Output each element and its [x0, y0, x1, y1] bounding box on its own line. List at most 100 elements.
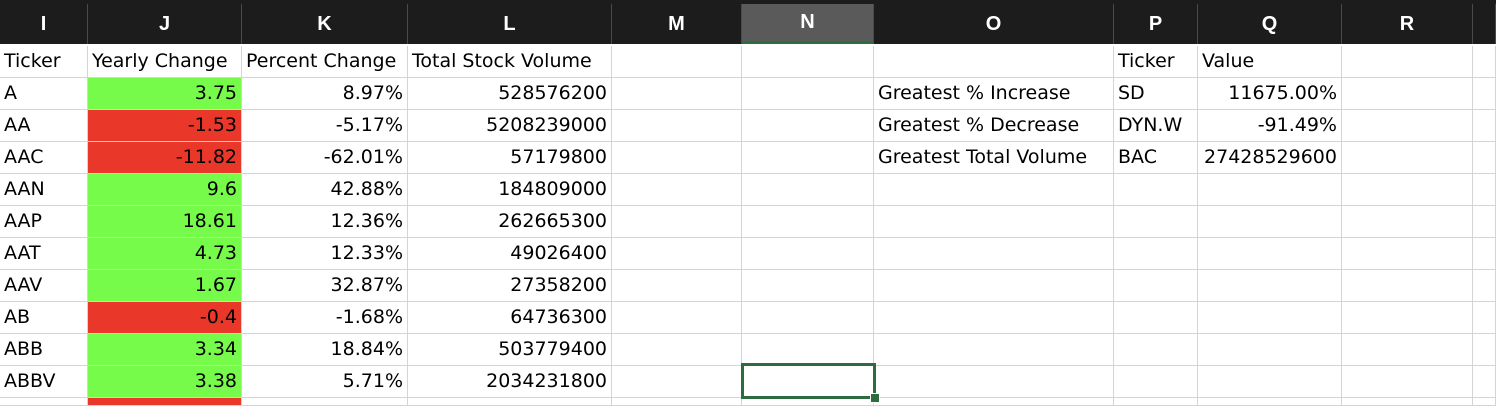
cell[interactable] [1198, 174, 1342, 206]
cell[interactable] [1342, 366, 1473, 398]
ticker-cell[interactable]: ABBV [0, 366, 88, 398]
cell[interactable] [1114, 366, 1198, 398]
cell[interactable] [1198, 238, 1342, 270]
cell[interactable] [1473, 366, 1496, 398]
cell[interactable] [742, 238, 874, 270]
cell[interactable] [0, 398, 88, 406]
cell[interactable] [1114, 334, 1198, 366]
cell[interactable] [1473, 142, 1496, 174]
cell[interactable] [874, 334, 1114, 366]
summary-label-cell[interactable]: Greatest % Decrease [874, 110, 1114, 142]
percent-change-cell[interactable]: -1.68% [242, 302, 408, 334]
percent-change-cell[interactable]: 5.71% [242, 366, 408, 398]
total-volume-cell[interactable]: 5208239000 [408, 110, 612, 142]
cell[interactable] [1114, 302, 1198, 334]
ticker-cell[interactable]: AAN [0, 174, 88, 206]
column-header-n[interactable]: N [742, 4, 874, 44]
cell[interactable] [742, 334, 874, 366]
cell[interactable] [1342, 270, 1473, 302]
ticker-cell[interactable]: AAP [0, 206, 88, 238]
total-volume-cell[interactable]: 184809000 [408, 174, 612, 206]
summary-value-cell[interactable]: 27428529600 [1198, 142, 1342, 174]
header-summary-value[interactable]: Value [1198, 46, 1342, 78]
ticker-cell[interactable]: AAT [0, 238, 88, 270]
summary-ticker-cell[interactable]: BAC [1114, 142, 1198, 174]
cell[interactable] [1198, 270, 1342, 302]
cell[interactable] [612, 206, 742, 238]
header-total-volume[interactable]: Total Stock Volume [408, 46, 612, 78]
cell[interactable] [612, 110, 742, 142]
yearly-change-cell[interactable]: -1.53 [88, 110, 242, 142]
total-volume-cell[interactable]: 27358200 [408, 270, 612, 302]
column-header-q[interactable]: Q [1198, 4, 1342, 44]
ticker-cell[interactable]: AAV [0, 270, 88, 302]
cell[interactable] [612, 398, 742, 406]
cell[interactable] [612, 334, 742, 366]
total-volume-cell[interactable]: 528576200 [408, 78, 612, 110]
yearly-change-cell[interactable] [88, 398, 242, 406]
yearly-change-cell[interactable]: -11.82 [88, 142, 242, 174]
summary-ticker-cell[interactable]: DYN.W [1114, 110, 1198, 142]
selected-cell-outline[interactable] [741, 363, 876, 399]
yearly-change-cell[interactable]: -0.4 [88, 302, 242, 334]
cell[interactable] [1473, 78, 1496, 110]
cell[interactable] [612, 270, 742, 302]
percent-change-cell[interactable]: 8.97% [242, 78, 408, 110]
cell[interactable] [1473, 174, 1496, 206]
total-volume-cell[interactable]: 64736300 [408, 302, 612, 334]
header-summary-ticker[interactable]: Ticker [1114, 46, 1198, 78]
cell[interactable] [742, 270, 874, 302]
cell[interactable] [742, 174, 874, 206]
cell[interactable] [1473, 270, 1496, 302]
total-volume-cell[interactable]: 57179800 [408, 142, 612, 174]
cell[interactable] [1342, 78, 1473, 110]
cell[interactable] [742, 398, 874, 406]
cell[interactable] [612, 238, 742, 270]
cell[interactable] [874, 238, 1114, 270]
cell[interactable] [1473, 110, 1496, 142]
cell[interactable] [1473, 334, 1496, 366]
cell[interactable] [874, 366, 1114, 398]
cell[interactable] [1114, 206, 1198, 238]
column-header-k[interactable]: K [242, 4, 408, 44]
column-header-o[interactable]: O [874, 4, 1114, 44]
percent-change-cell[interactable]: 18.84% [242, 334, 408, 366]
cell[interactable] [1473, 46, 1496, 78]
column-header-r[interactable]: R [1342, 4, 1473, 44]
cell[interactable] [1342, 302, 1473, 334]
cell[interactable] [612, 366, 742, 398]
cell[interactable] [1342, 206, 1473, 238]
cell[interactable] [1342, 398, 1473, 406]
cell[interactable] [1198, 206, 1342, 238]
cell[interactable] [1473, 302, 1496, 334]
column-header-extra[interactable] [1473, 4, 1496, 44]
cell[interactable] [1114, 270, 1198, 302]
total-volume-cell[interactable]: 503779400 [408, 334, 612, 366]
percent-change-cell[interactable]: 12.33% [242, 238, 408, 270]
yearly-change-cell[interactable]: 3.38 [88, 366, 242, 398]
cell[interactable] [874, 206, 1114, 238]
column-header-p[interactable]: P [1114, 4, 1198, 44]
column-header-j[interactable]: J [88, 4, 242, 44]
cell[interactable] [742, 206, 874, 238]
cell[interactable] [874, 174, 1114, 206]
ticker-cell[interactable]: AA [0, 110, 88, 142]
yearly-change-cell[interactable]: 3.75 [88, 78, 242, 110]
ticker-cell[interactable]: ABB [0, 334, 88, 366]
summary-value-cell[interactable]: 11675.00% [1198, 78, 1342, 110]
cell[interactable] [1473, 398, 1496, 406]
cell[interactable] [1342, 46, 1473, 78]
cell[interactable] [1342, 142, 1473, 174]
cell[interactable] [1198, 334, 1342, 366]
cell[interactable] [1473, 238, 1496, 270]
summary-label-cell[interactable]: Greatest Total Volume [874, 142, 1114, 174]
summary-value-cell[interactable]: -91.49% [1198, 110, 1342, 142]
yearly-change-cell[interactable]: 4.73 [88, 238, 242, 270]
cell[interactable] [1198, 398, 1342, 406]
cell[interactable] [1473, 206, 1496, 238]
total-volume-cell[interactable]: 2034231800 [408, 366, 612, 398]
header-yearly-change[interactable]: Yearly Change [88, 46, 242, 78]
percent-change-cell[interactable]: 12.36% [242, 206, 408, 238]
yearly-change-cell[interactable]: 9.6 [88, 174, 242, 206]
cell[interactable] [1114, 174, 1198, 206]
